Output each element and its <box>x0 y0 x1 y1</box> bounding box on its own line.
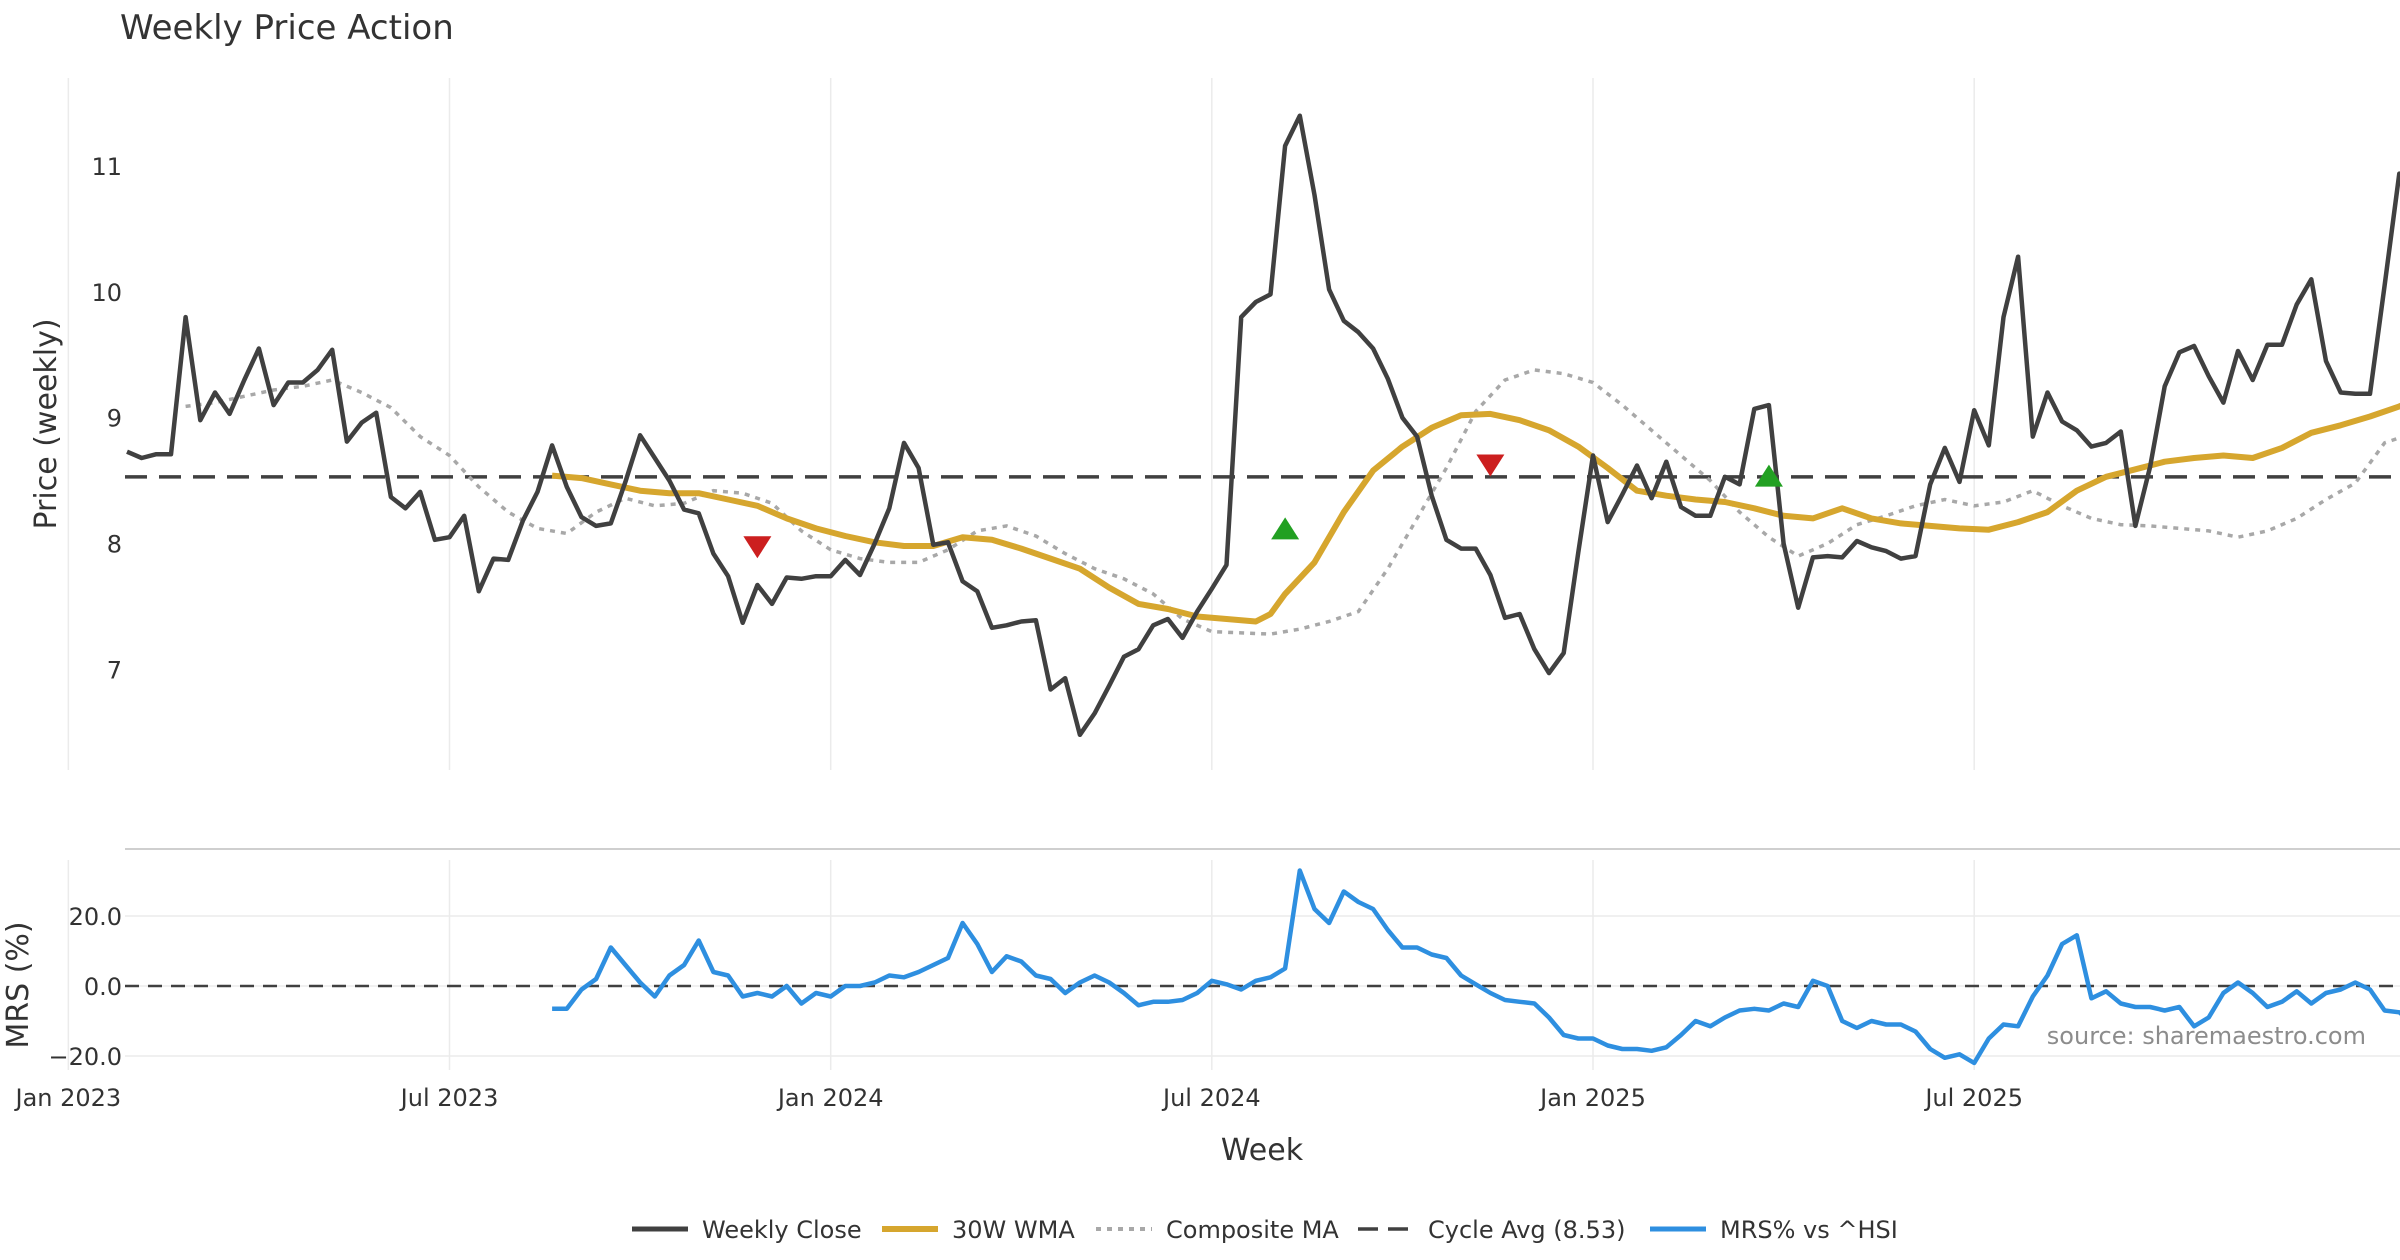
x-tick-2: Jan 2024 <box>776 1084 884 1112</box>
weekly-close-line <box>126 113 2400 738</box>
signal-markers <box>743 454 1783 559</box>
wma-30w-line <box>551 402 2400 625</box>
mrs-y-tick-1: 0.0 <box>84 973 122 1001</box>
mrs-y-tick-labels: −20.0 0.0 20.0 <box>48 903 122 1071</box>
x-tick-3: Jul 2024 <box>1161 1084 1261 1112</box>
sell-signal-marker-0 <box>743 536 772 559</box>
source-note: source: sharemaestro.com <box>2047 1022 2366 1050</box>
buy-signal-marker-3 <box>1754 464 1783 487</box>
composite-ma-line <box>185 368 2400 636</box>
x-tick-labels: Jan 2023 Jul 2023 Jan 2024 Jul 2024 Jan 2025… <box>14 1084 2023 1112</box>
buy-signal-marker-1 <box>1271 517 1300 540</box>
price-y-tick-4: 11 <box>91 153 122 181</box>
x-tick-1: Jul 2023 <box>399 1084 499 1112</box>
sell-signal-marker-2 <box>1476 454 1505 477</box>
price-y-tick-3: 10 <box>91 279 122 307</box>
x-tick-5: Jul 2025 <box>1923 1084 2023 1112</box>
price-y-tick-2: 9 <box>107 405 122 433</box>
mrs-y-tick-2: 20.0 <box>69 903 122 931</box>
mrs-series-group <box>125 868 2400 1066</box>
mrs-line <box>552 868 2400 1066</box>
legend-label-4: MRS% vs ^HSI <box>1720 1216 1898 1244</box>
price-y-axis-label: Price (weekly) <box>29 318 64 529</box>
legend-label-3: Cycle Avg (8.53) <box>1428 1216 1625 1244</box>
x-tick-4: Jan 2025 <box>1538 1084 1646 1112</box>
price-gridlines <box>67 78 1975 770</box>
chart-title: Weekly Price Action <box>120 8 454 48</box>
legend-label-2: Composite MA <box>1166 1216 1339 1244</box>
x-tick-0: Jan 2023 <box>14 1084 122 1112</box>
price-y-tick-labels: 7 8 9 10 11 <box>91 153 122 684</box>
legend-label-1: 30W WMA <box>952 1216 1075 1244</box>
legend-label-0: Weekly Close <box>702 1216 862 1244</box>
x-axis-label: Week <box>1221 1133 1304 1168</box>
mrs-y-axis-label: MRS (%) <box>1 921 36 1048</box>
price-y-tick-1: 8 <box>107 531 122 559</box>
price-y-tick-0: 7 <box>107 656 122 684</box>
price-series-group <box>125 113 2400 738</box>
legend: Weekly Close 30W WMA Composite MA Cycle Avg… <box>632 1216 1898 1244</box>
mrs-y-tick-0: −20.0 <box>48 1043 122 1071</box>
